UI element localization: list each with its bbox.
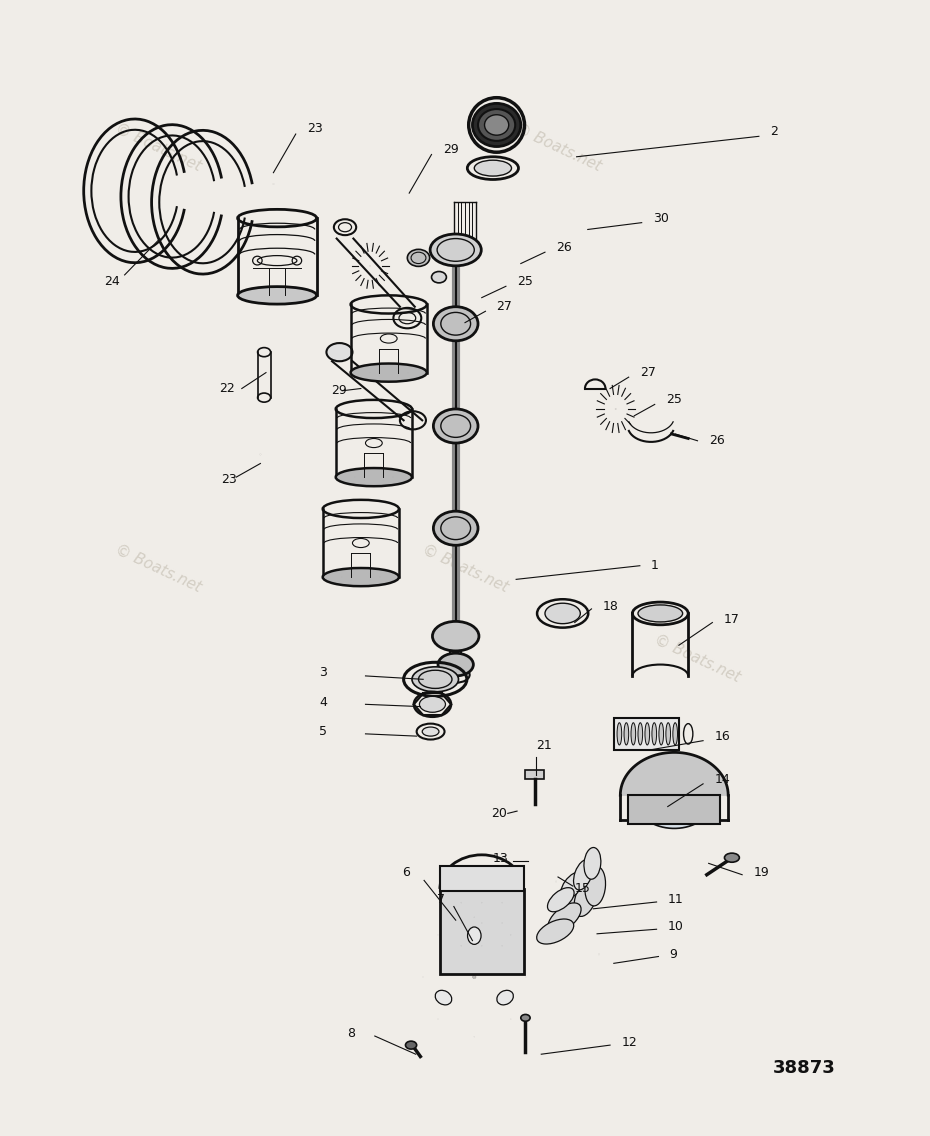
- Ellipse shape: [323, 568, 399, 586]
- Bar: [440, 866, 524, 891]
- Ellipse shape: [407, 249, 430, 266]
- Text: 20: 20: [491, 807, 507, 820]
- Text: 2: 2: [770, 125, 777, 139]
- Bar: [525, 770, 544, 779]
- Text: 17: 17: [724, 612, 739, 626]
- Bar: [440, 888, 524, 974]
- Ellipse shape: [666, 722, 671, 745]
- Ellipse shape: [574, 860, 592, 889]
- Ellipse shape: [548, 903, 581, 933]
- Text: 16: 16: [714, 729, 730, 743]
- Ellipse shape: [433, 307, 478, 341]
- Ellipse shape: [430, 234, 482, 266]
- Text: 23: 23: [221, 473, 237, 486]
- Text: 11: 11: [668, 893, 684, 907]
- Text: 18: 18: [603, 600, 618, 613]
- Ellipse shape: [545, 603, 580, 624]
- Ellipse shape: [433, 409, 478, 443]
- Text: 26: 26: [556, 241, 572, 254]
- Text: 1: 1: [651, 559, 658, 573]
- Text: 23: 23: [307, 122, 323, 135]
- Polygon shape: [632, 795, 716, 828]
- Text: 15: 15: [575, 882, 591, 895]
- Ellipse shape: [405, 1042, 417, 1050]
- Text: 29: 29: [443, 143, 458, 157]
- Ellipse shape: [497, 991, 513, 1005]
- Ellipse shape: [422, 727, 439, 736]
- Text: 21: 21: [536, 738, 551, 752]
- Text: 14: 14: [714, 772, 730, 786]
- Ellipse shape: [644, 722, 649, 745]
- Ellipse shape: [638, 604, 683, 623]
- Text: 29: 29: [331, 384, 347, 398]
- Ellipse shape: [432, 621, 479, 651]
- Text: 5: 5: [319, 725, 327, 738]
- Text: 26: 26: [709, 434, 724, 448]
- Ellipse shape: [537, 919, 574, 944]
- Ellipse shape: [478, 109, 515, 141]
- Ellipse shape: [474, 160, 512, 176]
- Ellipse shape: [433, 511, 478, 545]
- Ellipse shape: [617, 722, 621, 745]
- Ellipse shape: [560, 889, 588, 924]
- Ellipse shape: [658, 722, 664, 745]
- Ellipse shape: [672, 722, 677, 745]
- Text: 13: 13: [493, 852, 509, 866]
- Text: 10: 10: [668, 920, 684, 934]
- Ellipse shape: [521, 1014, 530, 1021]
- Text: 9: 9: [670, 947, 677, 961]
- Ellipse shape: [548, 887, 574, 912]
- Text: © Boats.net: © Boats.net: [512, 122, 604, 174]
- Ellipse shape: [435, 991, 452, 1005]
- Polygon shape: [620, 752, 728, 795]
- Text: © Boats.net: © Boats.net: [652, 633, 743, 685]
- Text: 19: 19: [753, 866, 769, 879]
- Ellipse shape: [631, 722, 636, 745]
- Text: 4: 4: [319, 695, 326, 709]
- Ellipse shape: [584, 847, 601, 879]
- Ellipse shape: [468, 927, 481, 944]
- Ellipse shape: [485, 115, 509, 135]
- Ellipse shape: [419, 696, 445, 712]
- Ellipse shape: [561, 872, 583, 900]
- Text: 25: 25: [666, 393, 682, 407]
- Ellipse shape: [472, 103, 521, 147]
- Text: 8: 8: [347, 1027, 355, 1041]
- Ellipse shape: [624, 722, 629, 745]
- Ellipse shape: [724, 853, 739, 862]
- Text: 27: 27: [640, 366, 656, 379]
- Ellipse shape: [412, 667, 458, 692]
- Text: © Boats.net: © Boats.net: [419, 542, 511, 594]
- Text: 12: 12: [621, 1036, 637, 1050]
- Text: 27: 27: [497, 300, 512, 314]
- Ellipse shape: [585, 867, 605, 905]
- Text: 25: 25: [517, 275, 533, 289]
- Text: 38873: 38873: [773, 1059, 836, 1077]
- Text: 6: 6: [402, 866, 409, 879]
- Text: © Boats.net: © Boats.net: [113, 122, 204, 174]
- Ellipse shape: [238, 286, 316, 304]
- Bar: [629, 795, 720, 824]
- Text: © Boats.net: © Boats.net: [113, 542, 204, 594]
- Text: 30: 30: [653, 211, 669, 225]
- Ellipse shape: [438, 653, 473, 676]
- Text: 24: 24: [104, 275, 120, 289]
- Text: 7: 7: [437, 893, 445, 907]
- Ellipse shape: [336, 468, 412, 486]
- Ellipse shape: [432, 272, 446, 283]
- Ellipse shape: [638, 722, 643, 745]
- Text: 22: 22: [219, 382, 235, 395]
- Ellipse shape: [574, 878, 598, 917]
- Text: 3: 3: [319, 666, 326, 679]
- Ellipse shape: [652, 722, 657, 745]
- Ellipse shape: [351, 364, 427, 382]
- Bar: [614, 718, 679, 750]
- Ellipse shape: [326, 343, 352, 361]
